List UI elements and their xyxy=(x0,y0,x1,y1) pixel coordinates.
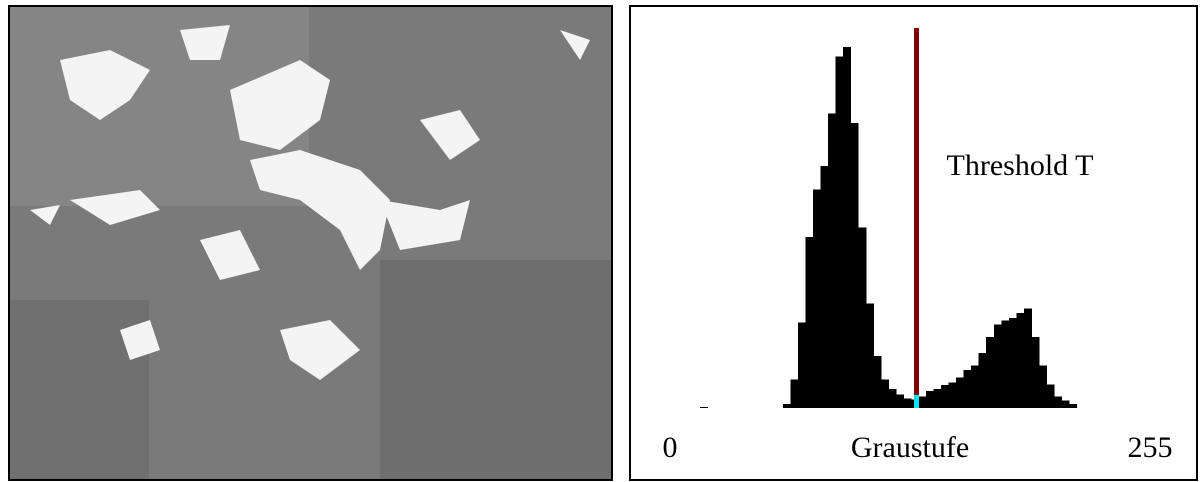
histogram-frame xyxy=(630,6,1197,480)
histogram-bar xyxy=(896,395,904,408)
x-axis-label: Graustufe xyxy=(851,431,969,464)
histogram-bar xyxy=(700,407,708,408)
image-region xyxy=(9,300,149,480)
histogram-bar xyxy=(994,324,1002,408)
histogram-bar xyxy=(798,323,806,409)
histogram-bar xyxy=(783,404,791,408)
threshold-label: Threshold T xyxy=(947,149,1094,182)
micrograph xyxy=(9,6,612,480)
histogram-bar xyxy=(836,57,844,409)
histogram-bar xyxy=(971,365,979,408)
histogram-bar xyxy=(858,228,866,409)
histogram-bar xyxy=(979,353,987,408)
x-tick-label: 255 xyxy=(1128,431,1173,464)
histogram-bar xyxy=(806,237,814,408)
histogram-bar xyxy=(1046,384,1054,408)
histogram-bar xyxy=(1016,313,1024,408)
histogram-bar xyxy=(873,356,881,408)
histogram-bar xyxy=(941,385,949,408)
figure: 0 255 Threshold T Graustufe xyxy=(0,0,1201,482)
histogram-bar xyxy=(1054,397,1062,408)
histogram-bar xyxy=(790,380,798,409)
histogram-bar xyxy=(1009,318,1017,408)
x-tick-label: 0 xyxy=(663,431,678,464)
histogram-bar xyxy=(949,382,957,408)
histogram-bar xyxy=(903,399,911,409)
histogram-bar xyxy=(821,166,829,408)
histogram-bar xyxy=(1001,321,1009,408)
page: {"chart_data": {"type": "histogram", "bi… xyxy=(0,0,1201,482)
histogram-bar xyxy=(1024,308,1032,408)
histogram-bar xyxy=(1069,404,1077,408)
histogram-bar xyxy=(881,380,889,409)
histogram-bar xyxy=(918,397,926,408)
histogram-bar xyxy=(813,190,821,409)
histogram-bar xyxy=(1039,365,1047,408)
histogram-bar xyxy=(956,378,964,408)
histogram-bar xyxy=(851,123,859,408)
histogram-bar xyxy=(866,304,874,409)
histogram-bar xyxy=(843,47,851,408)
histogram-bar xyxy=(986,337,994,408)
histogram-bar xyxy=(964,370,972,408)
histogram-bar xyxy=(926,391,934,408)
image-region xyxy=(380,260,612,480)
histogram-bar xyxy=(934,389,942,408)
histogram-bar xyxy=(828,114,836,409)
histogram-bar xyxy=(1031,337,1039,408)
histogram-bar xyxy=(888,389,896,408)
histogram-bar xyxy=(1062,400,1070,408)
